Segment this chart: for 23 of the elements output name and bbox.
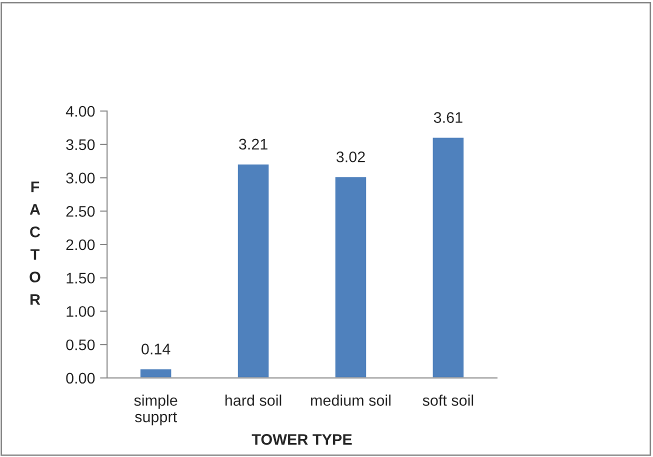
y-tick-label: 2.00 (66, 239, 95, 250)
x-tick-label: hard soil (225, 394, 282, 406)
y-tick-label: 2.50 (66, 206, 95, 217)
x-tick-label: medium soil (311, 394, 390, 406)
data-label: 3.21 (239, 138, 268, 150)
y-tick-label: 4.00 (66, 106, 95, 117)
data-label: 3.61 (434, 112, 462, 123)
data-label: 3.02 (336, 151, 365, 162)
x-axis-title: TOWER TYPE (252, 434, 352, 445)
y-tick-label: 0.00 (66, 372, 95, 384)
bar (236, 163, 270, 378)
y-tick-label: 3.00 (66, 172, 95, 184)
x-tick-label: simple supprt (134, 394, 178, 426)
y-axis-title: FACTOR (30, 182, 40, 305)
y-tick-label: 1.50 (66, 272, 95, 284)
bar (139, 368, 173, 378)
y-tick-label: 1.00 (66, 306, 95, 317)
bar (431, 136, 465, 378)
y-tick-label: 0.50 (66, 339, 95, 350)
bar (334, 176, 368, 378)
data-label: 0.14 (142, 344, 170, 354)
x-tick-label: soft soil (422, 394, 474, 406)
y-tick-label: 3.50 (66, 139, 95, 150)
